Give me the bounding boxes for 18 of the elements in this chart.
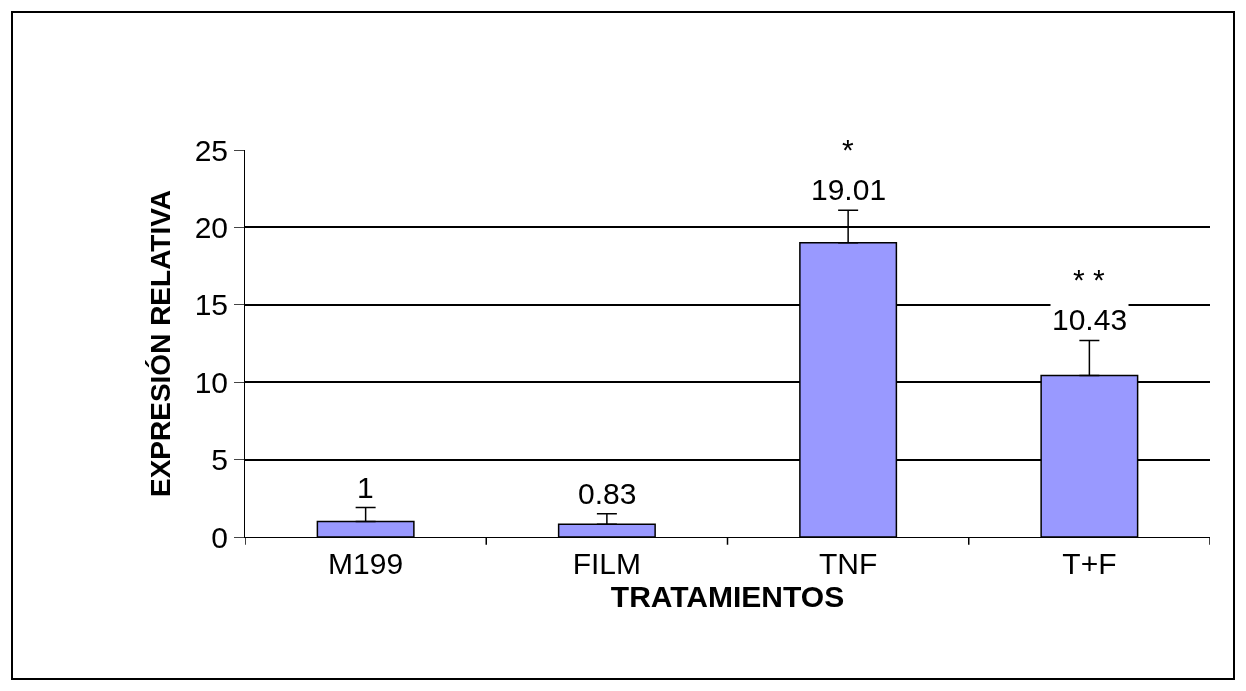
y-tick-label: 0 — [211, 520, 228, 554]
x-axis-title: TRATAMIENTOS — [610, 580, 845, 613]
x-tick-label: T+F — [1062, 547, 1117, 580]
x-tick-label: TNF — [818, 547, 878, 580]
y-tick-label: 25 — [194, 133, 228, 167]
data-label: 0.83 — [578, 477, 637, 510]
annotation: * * — [1073, 263, 1106, 296]
data-label: 1 — [357, 471, 374, 504]
y-tick-label: 5 — [211, 443, 228, 477]
x-tick-label: M199 — [328, 547, 404, 580]
y-tick-label: 10 — [194, 365, 228, 399]
data-label: 10.43 — [1052, 303, 1128, 336]
y-tick-label: 15 — [194, 288, 228, 322]
annotation: * — [842, 133, 854, 166]
data-label: 19.01 — [811, 173, 887, 206]
y-tick-label: 20 — [194, 210, 228, 244]
y-axis-title: EXPRESIÓN RELATIVA — [145, 189, 177, 498]
x-tick-label: FILM — [572, 547, 642, 580]
